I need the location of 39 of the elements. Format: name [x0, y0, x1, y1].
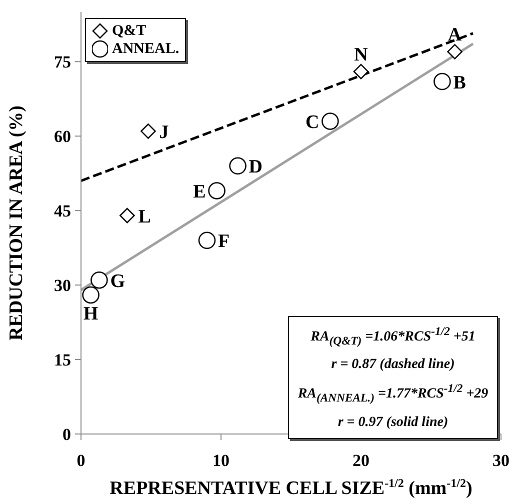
y-tick-label: 0 [62, 425, 71, 444]
annotation: G [110, 270, 126, 292]
annotation: L [138, 206, 151, 228]
annotation: RA$_{(ANNEAL.)}$ =1.77*RCS$^{-1/2}$ +29 [296, 381, 490, 407]
y-tick-label: 30 [54, 276, 71, 296]
point [198, 232, 216, 250]
point [140, 124, 156, 139]
legend-label: ANNEAL. [112, 40, 180, 58]
legend-label: Q&T [112, 22, 146, 40]
annotation: N [354, 44, 368, 66]
point [82, 286, 100, 304]
annotation: B [453, 72, 466, 94]
point [447, 44, 462, 60]
annotation: E [193, 181, 206, 202]
annotation: r = 0.87 (dashed line) [330, 356, 456, 374]
annotation: r = 0.97 (solid line) [336, 414, 450, 432]
point [353, 64, 369, 80]
point [322, 112, 339, 130]
x-axis-title: REPRESENTATIVE CELL SIZE$^{-1/2}$ (mm$^{-1/2}$) [110, 476, 472, 499]
y-tick-label: 45 [54, 202, 71, 221]
annotation: H [83, 303, 98, 324]
y-tick-label: 60 [54, 127, 71, 146]
annotation: F [218, 231, 230, 252]
annotation: J [159, 122, 169, 143]
point [90, 271, 108, 289]
x-tick-label: 10 [212, 451, 230, 470]
point [120, 208, 135, 224]
y-tick-label: 75 [54, 52, 71, 72]
annotation: RA$_{(Q&T)}$ =1.06*RCS$^{-1/2}$ +51 [310, 324, 476, 350]
x-tick-label: 20 [352, 451, 370, 470]
point [434, 72, 451, 90]
y-tick-label: 15 [54, 350, 71, 370]
point [229, 157, 246, 175]
point [208, 182, 226, 200]
y-axis-title: REDUCTION IN AREA (%) [6, 106, 27, 340]
annotation: D [248, 156, 263, 178]
x-tick-label: 30 [492, 451, 510, 470]
x-tick-label: 0 [76, 451, 86, 470]
annotation: C [305, 112, 320, 133]
